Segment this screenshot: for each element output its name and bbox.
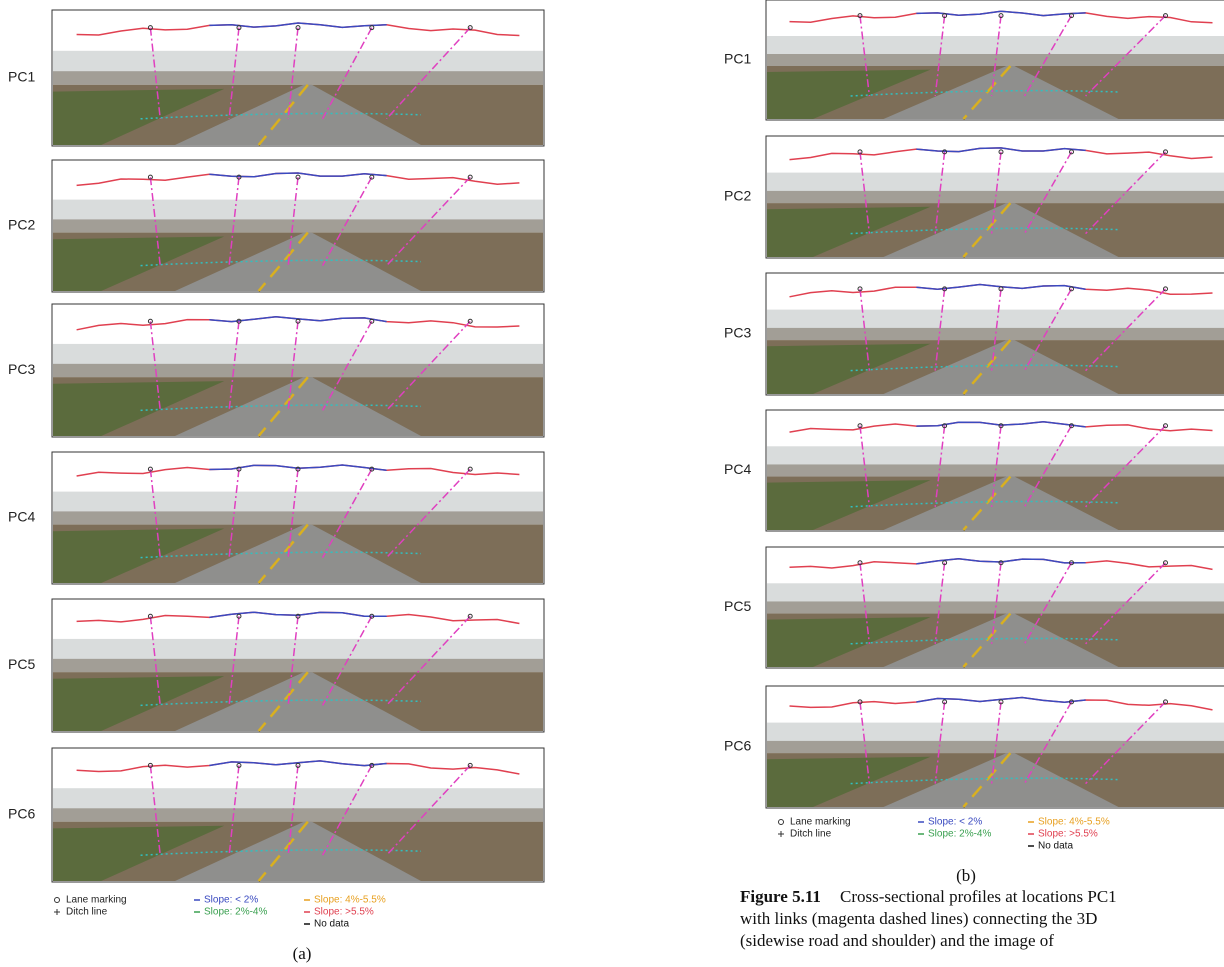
profile-panel	[52, 304, 544, 437]
profile-panel	[52, 452, 544, 584]
legend-label: Slope: 2%-4%	[928, 829, 991, 840]
photo-trees	[53, 808, 543, 821]
profile-panel	[766, 273, 1224, 395]
panel-label: (b)	[956, 866, 976, 885]
profile-panel	[52, 599, 544, 732]
legend-label: Slope: < 2%	[204, 895, 258, 906]
legend-symbol	[55, 898, 60, 903]
row-label: PC5	[8, 656, 35, 672]
legend-label: No data	[314, 919, 349, 930]
legend-label: Slope: 2%-4%	[204, 907, 267, 918]
caption-line: (sidewise road and shoulder) and the ima…	[740, 931, 1054, 950]
legend-symbol	[778, 831, 784, 837]
caption-line: Cross-sectional profiles at locations PC…	[840, 887, 1117, 906]
row-label: PC4	[724, 461, 751, 477]
photo-trees	[53, 511, 543, 524]
row-label: PC2	[8, 217, 35, 233]
photo-trees	[53, 364, 543, 377]
row-label: PC3	[724, 325, 751, 341]
profile-panel	[52, 160, 544, 292]
legend-label: Slope: 4%-5.5%	[1038, 817, 1110, 828]
legend-label: Slope: >5.5%	[1038, 829, 1098, 840]
photo-trees	[53, 219, 543, 232]
row-label: PC4	[8, 509, 35, 525]
legend-symbol	[54, 909, 60, 915]
profile-panel	[52, 748, 544, 882]
row-label: PC5	[724, 598, 751, 614]
row-label: PC3	[8, 361, 35, 377]
legend-label: No data	[1038, 841, 1073, 852]
legend-label: Ditch line	[66, 907, 108, 918]
profile-panel	[52, 10, 544, 146]
row-label: PC6	[8, 806, 35, 822]
profile-panel	[766, 0, 1224, 120]
legend-symbol	[779, 820, 784, 825]
legend-label: Slope: 4%-5.5%	[314, 895, 386, 906]
profile-panel	[766, 136, 1224, 258]
caption-number: Figure 5.11	[740, 887, 821, 906]
profile-panel	[766, 686, 1224, 808]
profile-panel	[766, 547, 1224, 668]
profile-panel	[766, 410, 1224, 531]
row-label: PC6	[724, 738, 751, 754]
legend-label: Slope: >5.5%	[314, 907, 374, 918]
legend-label: Ditch line	[790, 829, 832, 840]
figure: Figure 5.11 Cross-sectional profiles at …	[0, 0, 1224, 967]
panel-label: (a)	[293, 944, 312, 963]
legend-label: Lane marking	[790, 817, 851, 828]
photo-trees	[53, 659, 543, 672]
legend-label: Lane marking	[66, 895, 127, 906]
caption-line: with links (magenta dashed lines) connec…	[740, 909, 1097, 928]
row-label: PC2	[724, 188, 751, 204]
photo-trees	[53, 71, 543, 85]
row-label: PC1	[724, 51, 751, 67]
legend-label: Slope: < 2%	[928, 817, 982, 828]
row-label: PC1	[8, 69, 35, 85]
